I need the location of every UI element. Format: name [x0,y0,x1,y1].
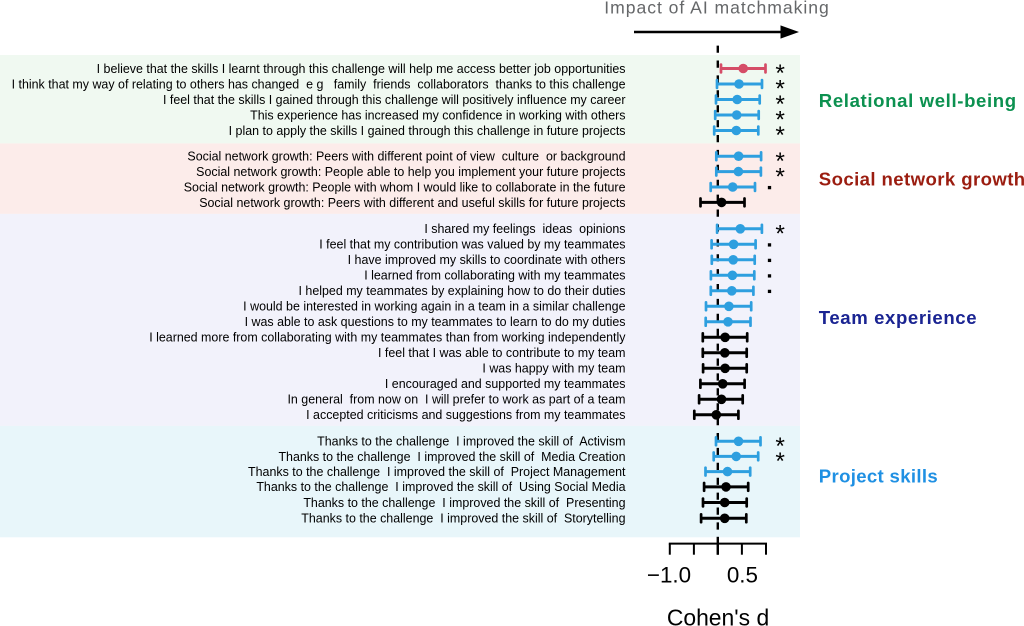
svg-text:Thanks to the challenge I imp: Thanks to the challenge I improved the s… [301,512,625,526]
svg-text:0.5: 0.5 [727,563,758,588]
svg-text:*: * [775,163,785,190]
svg-text:I learned from collaborating w: I learned from collaborating with my tea… [364,269,625,283]
svg-text:Social network growth: People: Social network growth: People with whom … [184,180,626,194]
svg-text:Social network growth: Peers w: Social network growth: Peers with differ… [199,196,625,210]
svg-text:I helped my teammates by expla: I helped my teammates by explaining how … [298,284,625,298]
svg-text:I have improved my skills to c: I have improved my skills to coordinate … [348,253,626,267]
svg-text:Team experience: Team experience [819,307,977,328]
svg-text:Thanks to the challenge I imp: Thanks to the challenge I improved the s… [248,465,626,479]
svg-text:I would be interested in worki: I would be interested in working again i… [243,300,625,314]
svg-text:I feel that I was able to cont: I feel that I was able to contribute to … [378,346,626,360]
svg-text:*: * [775,60,785,87]
svg-text:I plan to apply the skills I g: I plan to apply the skills I gained thro… [229,124,626,138]
svg-text:I was able to ask questions to: I was able to ask questions to my teamma… [245,315,626,329]
svg-text:I think that my way of relatin: I think that my way of relating to other… [12,77,626,91]
svg-text:Social network growth: Social network growth [819,168,1024,189]
svg-text:This experience has increased: This experience has increased my confide… [250,108,625,122]
svg-text:I accepted criticisms and sugg: I accepted criticisms and suggestions fr… [306,408,625,422]
svg-text:Cohen's d: Cohen's d [667,604,769,626]
svg-text:I was happy with my team: I was happy with my team [482,362,625,376]
svg-text:Thanks to the challenge I imp: Thanks to the challenge I improved the s… [278,450,625,464]
svg-text:In general from now on I wil: In general from now on I will prefer to … [287,393,625,407]
svg-text:Impact of AI matchmaking: Impact of AI matchmaking [604,0,829,18]
svg-text:*: * [775,91,785,118]
svg-text:I learned more from collaborat: I learned more from collaborating with m… [149,331,626,345]
svg-text:*: * [775,221,785,248]
svg-text:Thanks to the challenge I imp: Thanks to the challenge I improved the s… [303,496,625,510]
svg-text:*: * [775,148,785,175]
svg-text:I encouraged and supported my: I encouraged and supported my teammates [385,377,626,391]
svg-text:Project skills: Project skills [819,465,938,486]
svg-text:Thanks to the challenge I imp: Thanks to the challenge I improved the s… [256,480,625,494]
svg-text:Social network growth: Peers w: Social network growth: Peers with differ… [187,150,625,164]
svg-text:*: * [775,448,785,475]
svg-text:*: * [775,107,785,134]
svg-text:*: * [775,122,785,149]
svg-text:Social network growth: People: Social network growth: People able to he… [196,165,625,179]
svg-text:Relational well-being: Relational well-being [819,90,1017,111]
svg-text:I feel that the skills I gaine: I feel that the skills I gained through … [163,93,626,107]
svg-text:I feel that my contribution wa: I feel that my contribution was valued b… [319,238,625,252]
svg-text:Thanks to the challenge I imp: Thanks to the challenge I improved the s… [317,435,625,449]
svg-text:I shared my feelings ideas o: I shared my feelings ideas opinions [424,222,625,236]
svg-text:I believe that the skills I le: I believe that the skills I learnt throu… [97,62,626,76]
svg-text:−1.0: −1.0 [647,563,691,588]
svg-text:*: * [775,433,785,460]
svg-text:*: * [775,76,785,103]
